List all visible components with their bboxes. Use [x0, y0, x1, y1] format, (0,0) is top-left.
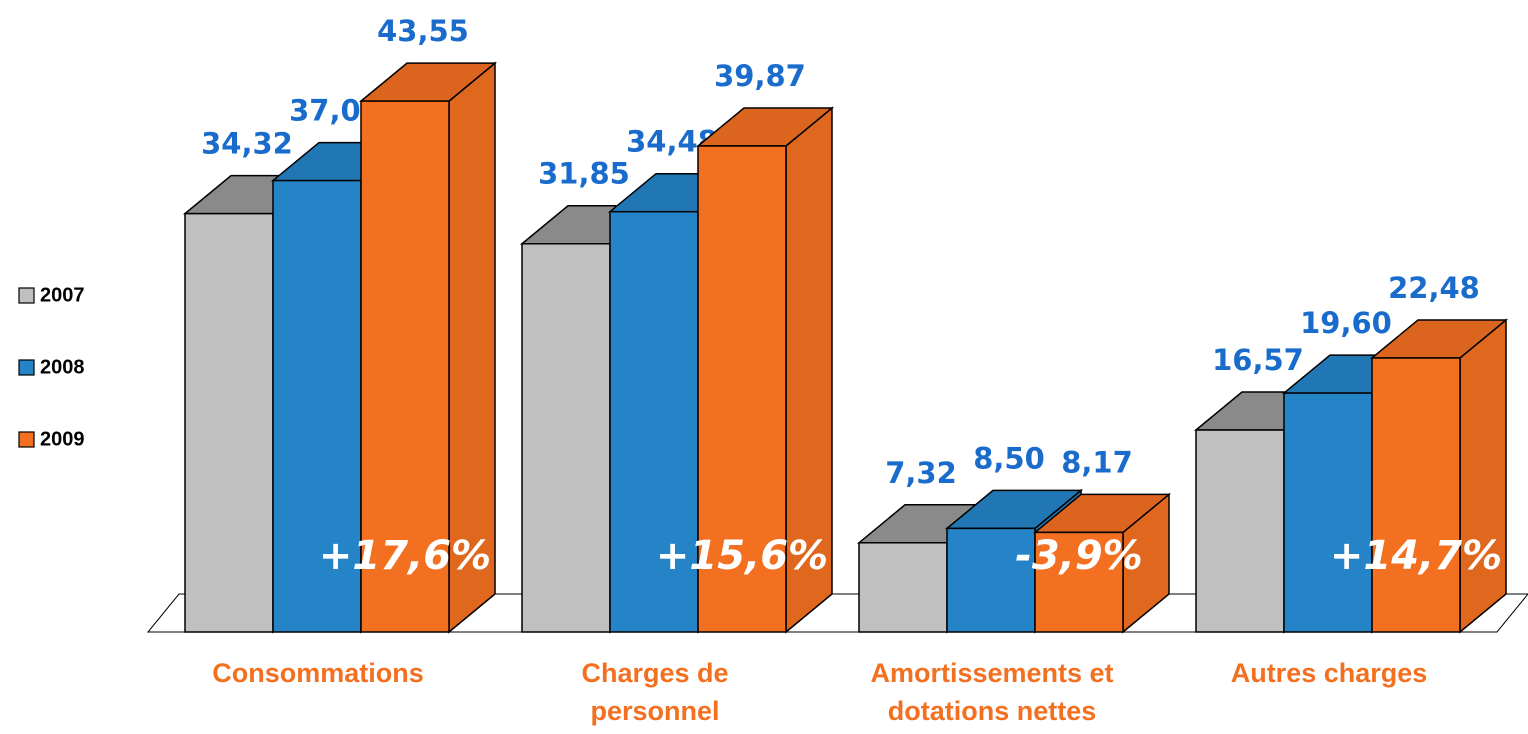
legend-swatch — [18, 287, 35, 304]
bar — [1195, 429, 1285, 633]
bar — [184, 212, 274, 633]
bar — [697, 145, 787, 633]
annotation: +14,7% — [1330, 533, 1502, 579]
annotation: +15,6% — [656, 533, 828, 579]
value-label: 34,32 — [201, 127, 293, 161]
bar — [1371, 357, 1461, 633]
legend-label: 2008 — [40, 356, 85, 378]
bar — [858, 542, 948, 633]
bar — [1034, 531, 1124, 633]
category-label: Charges de personnel — [581, 658, 729, 726]
annotation: +17,6% — [319, 533, 491, 579]
value-label: 8,50 — [973, 441, 1045, 475]
bar — [609, 210, 699, 633]
category-label: Autres charges — [1230, 658, 1428, 688]
bar — [1283, 392, 1373, 633]
value-label: 22,48 — [1388, 271, 1480, 305]
legend-swatch — [18, 359, 35, 376]
value-label: 8,17 — [1061, 445, 1133, 479]
value-label: 7,32 — [885, 456, 957, 490]
bar-side — [1459, 318, 1507, 634]
value-label: 43,55 — [377, 14, 469, 48]
value-label: 19,60 — [1300, 306, 1392, 340]
value-label: 31,85 — [538, 157, 630, 191]
value-label: 39,87 — [714, 59, 806, 93]
bar — [360, 100, 450, 633]
category-label: Consommations — [212, 658, 424, 688]
legend-label: 2009 — [40, 428, 85, 450]
category-label: Amortissements et dotations nettes — [870, 658, 1114, 726]
bar — [521, 242, 611, 633]
legend-label: 2007 — [40, 284, 85, 306]
value-label: 16,57 — [1212, 343, 1304, 377]
annotation: -3,9% — [1015, 533, 1143, 579]
legend-swatch — [18, 431, 35, 448]
